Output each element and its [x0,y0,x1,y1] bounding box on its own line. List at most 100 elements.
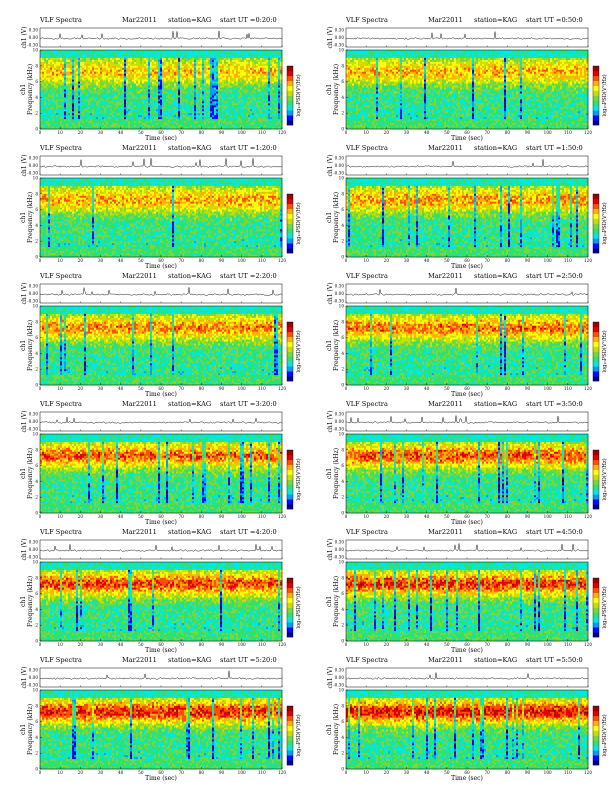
xtick-label: 30 [98,386,104,391]
ytick-label: 10 [33,432,39,437]
spectrogram-chart: VLF Spectra Mar22011 station=KAG start UT =… [326,144,608,270]
ytick-label: 0 [35,767,38,772]
trace-frame [39,283,283,304]
xtick-label: 90 [525,770,531,775]
xlabel: Time (sec) [145,391,177,398]
trace-ytick-label: 0.30 [335,539,345,544]
spectrogram-chart: VLF Spectra Mar22011 station=KAG start UT =… [326,16,608,142]
colorbar-swatch [287,597,293,603]
colorbar-swatch [593,208,599,214]
spectrogram-ylabel-channel: ch1 [20,340,27,351]
ytick-label: 6 [35,591,38,596]
ytick-label: 8 [35,575,38,580]
spectrogram-heatmap [346,306,589,386]
ytick-label: 10 [339,688,345,693]
trace-ytick-label: -0.30 [333,170,344,175]
xtick-label: 50 [444,258,450,263]
colorbar-swatch [287,760,293,766]
xtick-label: 10 [363,130,369,135]
xtick-label: 60 [158,770,164,775]
trace-ylabel: ch1 (V) [21,667,28,689]
waveform-trace [345,31,589,40]
spectrogram-heatmap [40,50,283,130]
ytick-label: 6 [35,79,38,84]
colorbar-swatch [593,632,599,638]
colorbar-label: log₁₀PSD(V²/Hz) [295,74,302,116]
ytick-label: 0 [341,639,344,644]
trace-frame [39,539,283,560]
xtick-label: 80 [199,642,205,647]
colorbar-swatch [287,351,293,357]
colorbar-swatch [287,484,293,490]
spectrogram-chart: VLF Spectra Mar22011 station=KAG start UT =… [20,400,302,526]
colorbar-swatch [287,607,293,613]
header-date: Mar22011 [122,144,157,152]
ytick-label: 6 [341,591,344,596]
header-date: Mar22011 [122,16,157,24]
trace-ytick-label: 0.00 [335,675,345,680]
colorbar-swatch [287,203,293,210]
xlabel: Time (sec) [451,135,483,142]
colorbar-swatch [593,735,599,741]
header-station: station=KAG [474,272,517,280]
trace-frame [345,283,589,304]
header-prefix: VLF Spectra [39,272,82,280]
colorbar-swatch [287,233,293,239]
spectrogram-ylabel-channel: ch1 [20,84,27,95]
colorbar [592,321,600,382]
waveform-trace [39,287,283,296]
colorbar-swatch [593,607,599,613]
xlabel: Time (sec) [451,391,483,398]
xtick-label: 10 [57,130,63,135]
spectra-panel: VLF Spectra Mar22011 station=KAG start UT =… [0,262,306,398]
colorbar-swatch [593,499,599,505]
colorbar-frame [592,321,600,382]
colorbar-label: log₁₀PSD(V²/Hz) [601,458,608,500]
colorbar-swatch [593,459,599,466]
spectrogram-chart: VLF Spectra Mar22011 station=KAG start UT =… [20,528,302,654]
colorbar-swatch [287,740,293,746]
colorbar-swatch [593,95,599,101]
header-date: Mar22011 [122,528,157,536]
ytick-label: 10 [339,560,345,565]
spectra-panel: VLF Spectra Mar22011 station=KAG start UT =… [306,262,612,398]
xtick-label: 70 [178,514,184,519]
colorbar-swatch [287,341,293,347]
spectrogram-heatmap [346,50,589,130]
colorbar-swatch [593,346,599,352]
colorbar-swatch [593,66,599,72]
xtick-label: 20 [384,258,390,263]
xlabel: Time (sec) [145,775,177,782]
spectra-panel: VLF Spectra Mar22011 station=KAG start UT =… [306,390,612,526]
header-station: station=KAG [168,400,211,408]
spectra-panel: VLF Spectra Mar22011 station=KAG start UT =… [306,134,612,270]
header-start-time: start UT =1:20:0 [220,144,277,152]
ytick-label: 8 [341,575,344,580]
spectrogram-ylabel: Frequency (kHz) [27,704,34,755]
colorbar-swatch [287,228,293,234]
ytick-label: 8 [35,703,38,708]
colorbar-swatch [593,578,599,584]
spectrogram-ylabel-channel: ch1 [20,596,27,607]
xtick-label: 110 [564,258,572,263]
ytick-label: 2 [341,239,344,244]
colorbar-swatch [287,85,293,91]
colorbar-swatch [287,612,293,618]
xtick-label: 100 [238,258,246,263]
header-prefix: VLF Spectra [39,400,82,408]
xtick-label: 80 [505,130,511,135]
xtick-label: 110 [258,130,266,135]
xtick-label: 70 [484,386,490,391]
ytick-label: 2 [35,751,38,756]
xtick-label: 60 [464,642,470,647]
trace-ylabel: ch1 (V) [21,411,28,433]
trace-ylabel: ch1 (V) [21,27,28,49]
colorbar-swatch [287,361,293,367]
xtick-label: 50 [444,130,450,135]
colorbar-swatch [593,484,599,490]
colorbar-swatch [287,715,293,722]
trace-ytick-label: 0.00 [29,163,39,168]
trace-frame [345,667,589,688]
trace-ytick-label: -0.30 [27,42,38,47]
header-start-time: start UT =0:20:0 [220,16,277,24]
